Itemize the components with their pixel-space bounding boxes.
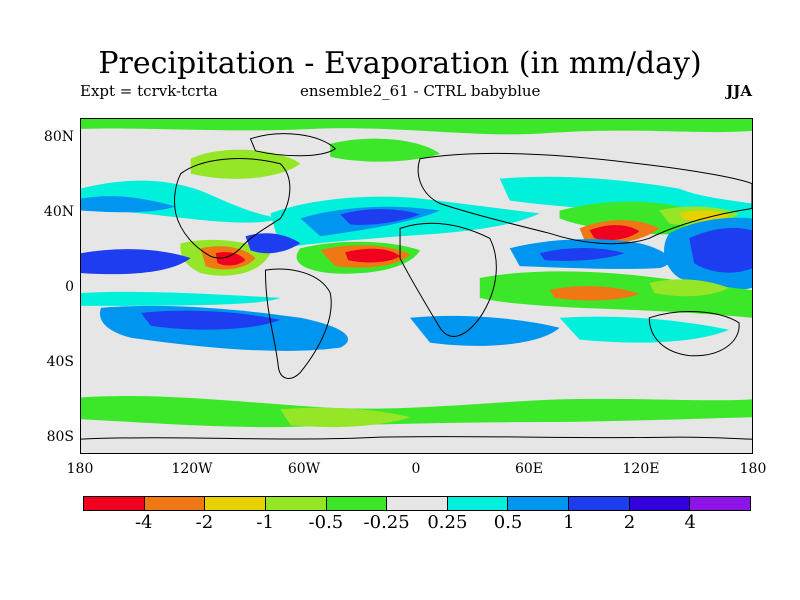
colorbar-segment	[629, 497, 691, 510]
x-tick-120w: 120W	[171, 461, 213, 477]
colorbar-label: -1	[256, 512, 274, 533]
experiment-label: Expt = tcrvk-tcrta	[80, 82, 218, 100]
y-tick-80n: 80N	[43, 129, 74, 145]
north-pacific-blue	[81, 196, 176, 213]
colorbar-label: -0.25	[363, 512, 410, 533]
colorbar	[83, 496, 751, 511]
tibet-red	[589, 225, 640, 241]
ensemble-label: ensemble2_61 - CTRL babyblue	[300, 82, 541, 100]
plot-title: Precipitation - Evaporation (in mm/day)	[98, 46, 702, 81]
colorbar-segment	[84, 497, 145, 510]
southern-ocean-lightgreen	[280, 407, 411, 428]
colorbar-segment	[447, 497, 509, 510]
coastlines	[81, 133, 752, 440]
season-label: JJA	[726, 82, 752, 100]
south-pacific-cyan	[81, 291, 281, 306]
colorbar-label: 1	[563, 512, 575, 533]
southern-ocean-green	[81, 395, 752, 428]
colorbar-segment	[569, 497, 630, 510]
west-pacific-deep-blue	[689, 227, 752, 273]
caribbean-deep-blue	[245, 233, 301, 254]
colorbar-label: -2	[195, 512, 214, 533]
precip-evap-map	[81, 119, 752, 453]
colorbar-label: 2	[623, 512, 636, 533]
south-atlantic-blue	[410, 315, 560, 346]
central-america-red	[215, 252, 246, 266]
south-america-outline	[264, 268, 332, 379]
atlantic-north-green	[330, 138, 440, 162]
bay-bengal-deep-blue	[539, 247, 625, 261]
tropical-atlantic-red	[345, 248, 401, 263]
east-pacific-deep-blue	[81, 249, 191, 275]
y-tick-40s: 40S	[46, 354, 74, 370]
x-tick-0: 0	[411, 461, 421, 477]
colorbar-segment	[508, 497, 570, 510]
arctic-green-patch	[190, 149, 301, 179]
colorbar-segment	[144, 497, 206, 510]
east-asia-yellow	[679, 210, 730, 222]
y-tick-0: 0	[65, 279, 74, 295]
antarctica-outline	[81, 436, 752, 440]
y-tick-80s: 80S	[46, 429, 74, 445]
south-indian-cyan	[559, 316, 730, 343]
x-tick-60e: 60E	[514, 461, 544, 477]
atlantic-deep-blue	[340, 209, 420, 225]
y-tick-40n: 40N	[43, 204, 74, 220]
colorbar-segment	[326, 497, 388, 510]
maritime-lightgreen	[649, 279, 730, 297]
x-tick-180w: 180	[66, 461, 94, 477]
north-america-outline	[174, 158, 291, 259]
colorbar-label: 4	[684, 512, 696, 533]
colorbar-label: -4	[134, 512, 153, 533]
colorbar-segment	[205, 497, 266, 510]
x-tick-180e: 180	[739, 461, 767, 477]
colorbar-segment	[387, 497, 448, 510]
indian-ocean-orange	[549, 286, 640, 301]
greenland-outline	[249, 133, 337, 157]
arctic-region	[81, 119, 752, 135]
australia-outline	[648, 311, 740, 357]
eurasia-outline	[417, 152, 752, 245]
south-pacific-deep-blue	[140, 310, 281, 330]
colorbar-label: -0.5	[308, 512, 344, 533]
colorbar-segment	[690, 497, 751, 510]
colorbar-segment	[265, 497, 327, 510]
map-panel	[80, 118, 753, 454]
x-tick-120e: 120E	[622, 461, 660, 477]
x-tick-60w: 60W	[287, 461, 321, 477]
atlantic-cyan-band	[270, 196, 540, 249]
colorbar-label: 0.5	[493, 512, 523, 533]
africa-outline	[399, 222, 497, 337]
colorbar-label: 0.25	[427, 512, 468, 533]
